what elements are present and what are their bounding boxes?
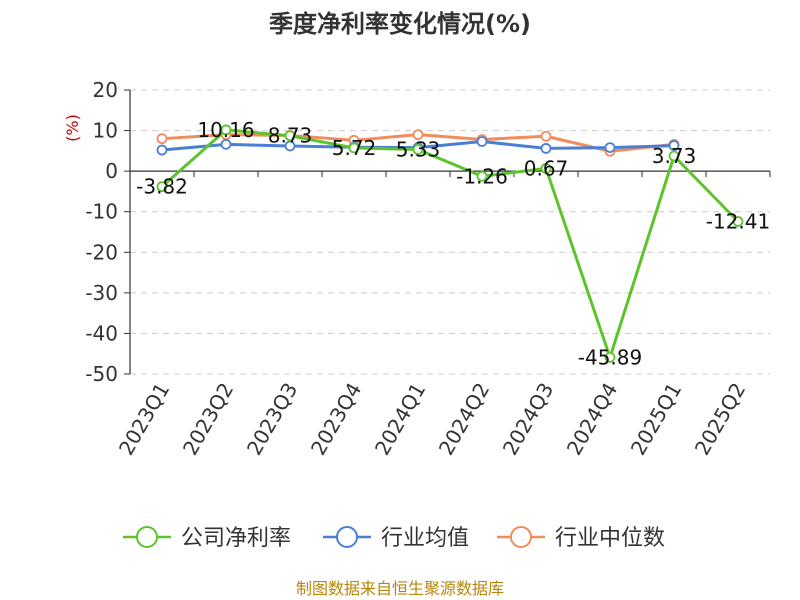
x-axis: 2023Q1 2023Q2 2023Q3 2023Q4 2024Q1 2024Q2 2024… [114,170,771,460]
data-point[interactable] [412,144,424,155]
data-point[interactable] [156,181,168,193]
y-tick-label: -20 [85,240,118,264]
data-point[interactable] [284,130,296,142]
data-point[interactable] [476,170,488,182]
source-note: 制图数据来自恒生聚源数据库 [296,579,504,598]
y-tick-label: -30 [85,281,118,305]
legend-label: 公司净利率 [181,526,291,551]
legend-item[interactable]: 行业中位数 [497,526,665,551]
legend-item[interactable]: 行业均值 [323,526,469,551]
x-tick-label: 2025Q2 [690,379,750,460]
x-tick-label: 2024Q3 [498,379,558,460]
data-point[interactable] [540,130,552,142]
data-point[interactable] [476,136,488,147]
data-point[interactable] [540,163,552,174]
y-axis-ticks: 20 10 0 -10 -20 -30 -40 -50 [85,78,131,386]
x-tick-label: 2023Q1 [114,379,174,460]
x-tick-label: 2023Q2 [178,379,238,460]
data-point[interactable] [220,138,232,150]
data-point[interactable] [668,150,680,162]
data-point[interactable] [604,142,616,154]
legend[interactable]: 公司净利率 行业均值 行业中位数 [123,526,665,551]
data-point[interactable] [284,140,296,152]
data-point[interactable] [732,216,744,227]
x-tick-label: 2024Q1 [370,379,430,460]
y-tick-label: -50 [85,362,118,386]
data-point[interactable] [604,351,616,363]
y-tick-label: -40 [85,321,118,345]
legend-marker [510,526,532,548]
data-point[interactable] [348,142,360,154]
legend-label: 行业均值 [381,526,469,551]
legend-label: 行业中位数 [555,526,665,551]
data-point[interactable] [156,133,168,145]
y-axis-label: (%) [63,114,82,142]
data-point[interactable] [412,129,424,141]
legend-marker [136,526,158,548]
data-label: -3.82 [136,175,188,199]
data-point[interactable] [540,143,552,154]
series-line-0 [161,128,740,359]
data-label: 5.33 [396,138,441,162]
legend-marker [336,526,358,548]
data-label: 8.73 [268,124,313,148]
legend-item[interactable]: 公司净利率 [123,526,291,551]
series-lines [156,124,744,363]
y-tick-label: 0 [105,159,118,183]
x-tick-label: 2025Q1 [626,379,686,460]
data-point[interactable] [220,124,232,136]
data-label: 0.67 [524,156,569,180]
data-point[interactable] [156,144,168,156]
data-labels: -3.82 10.16 8.73 5.72 5.33 -1.26 0.67 -45.89 3.7… [136,118,770,369]
y-tick-label: -10 [85,200,118,224]
x-tick-label: 2023Q3 [242,379,302,460]
data-label: -1.26 [456,164,508,188]
data-label: 3.73 [652,144,697,168]
data-label: 5.72 [332,136,377,160]
y-tick-label: 10 [93,119,118,143]
chart-title: 季度净利率变化情况(%) [269,10,531,38]
gridlines [130,89,770,375]
data-label: 10.16 [197,118,254,142]
x-tick-label: 2024Q4 [562,379,622,460]
data-point[interactable] [668,140,680,151]
x-tick-label: 2024Q2 [434,379,494,460]
data-label: -12.41 [706,209,770,233]
data-label: -45.89 [578,345,642,369]
x-tick-label: 2023Q4 [306,379,366,460]
y-tick-label: 20 [93,78,118,102]
